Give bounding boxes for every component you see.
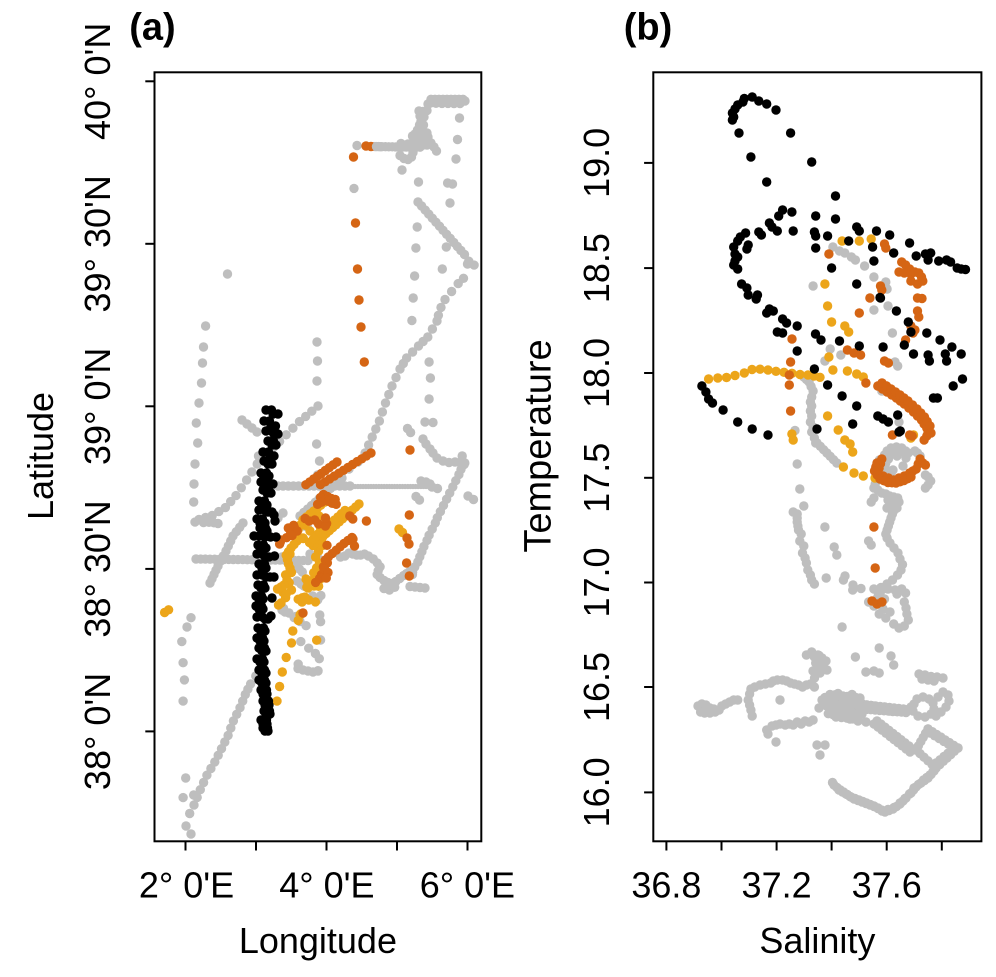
svg-text:17.5: 17.5	[576, 443, 617, 513]
svg-text:40° 0'N: 40° 0'N	[77, 23, 118, 140]
svg-text:38° 30'N: 38° 30'N	[77, 500, 118, 637]
svg-text:16.0: 16.0	[576, 757, 617, 827]
svg-text:4° 0'E: 4° 0'E	[279, 865, 374, 906]
svg-text:37.2: 37.2	[742, 865, 812, 906]
svg-text:39° 30'N: 39° 30'N	[77, 175, 118, 312]
svg-text:39° 0'N: 39° 0'N	[77, 348, 118, 465]
svg-text:(b): (b)	[624, 7, 673, 49]
svg-text:36.8: 36.8	[631, 865, 701, 906]
svg-text:19.0: 19.0	[576, 128, 617, 198]
svg-text:6° 0'E: 6° 0'E	[420, 865, 515, 906]
svg-text:(a): (a)	[129, 7, 175, 49]
svg-text:Latitude: Latitude	[20, 392, 61, 520]
svg-text:Temperature: Temperature	[518, 339, 560, 552]
svg-text:18.0: 18.0	[576, 338, 617, 408]
svg-text:Longitude: Longitude	[239, 920, 397, 961]
svg-text:2° 0'E: 2° 0'E	[139, 865, 234, 906]
svg-text:37.6: 37.6	[852, 865, 922, 906]
svg-text:16.5: 16.5	[576, 652, 617, 722]
svg-text:18.5: 18.5	[576, 233, 617, 303]
svg-text:Salinity: Salinity	[759, 920, 875, 961]
svg-text:17.0: 17.0	[576, 547, 617, 617]
svg-text:38° 0'N: 38° 0'N	[77, 673, 118, 790]
